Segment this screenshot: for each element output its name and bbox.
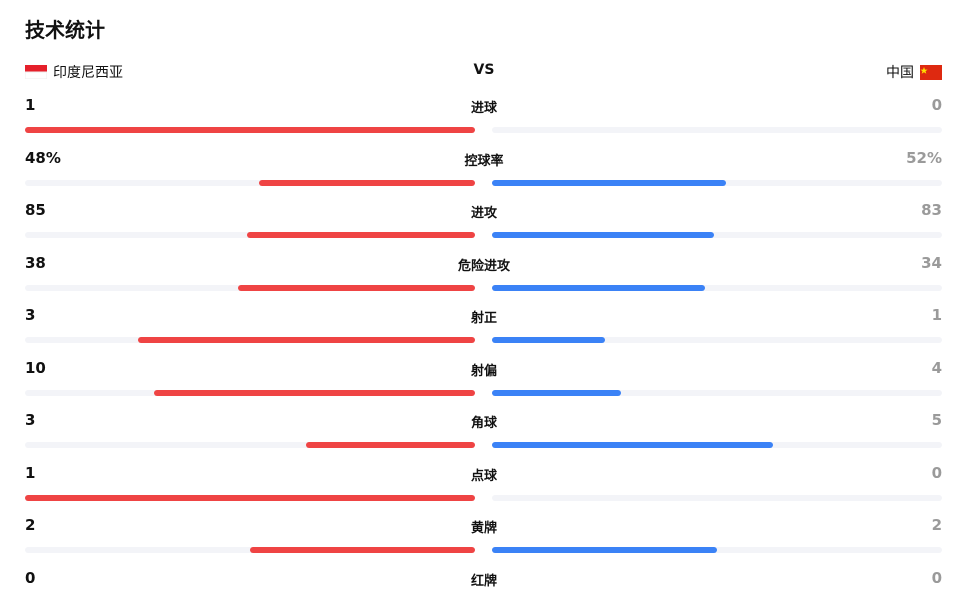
away-value: 4 (931, 358, 942, 377)
away-track (492, 547, 942, 553)
home-bar (153, 389, 475, 396)
away-flag (920, 64, 942, 80)
home-value: 1 (25, 463, 36, 482)
home-bar (25, 494, 475, 501)
away-bar (492, 389, 621, 396)
home-flag (25, 65, 47, 79)
home-value: 38 (25, 253, 46, 272)
away-track (492, 284, 942, 291)
home-value: 48% (25, 148, 61, 167)
stat-label: 进球 (470, 101, 498, 116)
home-bar (306, 442, 475, 448)
stat-label: 射正 (470, 311, 498, 326)
home-value: 10 (25, 358, 46, 377)
away-team-name: 中国 (886, 65, 914, 81)
stat-label: 射偏 (470, 363, 498, 379)
away-value: 52% (906, 148, 942, 167)
stat-label: 点球 (470, 468, 498, 484)
home-bar (137, 337, 475, 343)
home-value: 0 (25, 568, 36, 587)
away-track (492, 389, 942, 396)
home-value: 2 (25, 516, 36, 534)
home-team-name: 印度尼西亚 (53, 65, 123, 81)
away-bar (492, 547, 717, 553)
home-bar (259, 179, 475, 186)
away-value: 0 (931, 96, 942, 114)
stat-label: 红牌 (470, 573, 498, 589)
away-bar (492, 232, 715, 238)
home-team: 印度尼西亚 (25, 62, 123, 82)
away-value: 34 (921, 253, 942, 272)
home-track (25, 179, 475, 186)
away-value: 2 (931, 516, 942, 534)
away-value: 1 (931, 306, 942, 324)
stat-label: 危险进攻 (457, 258, 511, 274)
home-bar (25, 127, 475, 133)
away-value: 5 (931, 411, 942, 429)
home-bar (247, 232, 475, 238)
away-track (492, 494, 942, 501)
home-value: 3 (25, 306, 36, 324)
stat-label: 黄牌 (470, 521, 498, 536)
stat-label: 角球 (470, 416, 498, 431)
home-value: 3 (25, 411, 36, 429)
away-bar (492, 337, 605, 343)
away-bar (492, 442, 774, 448)
home-bar (250, 547, 475, 553)
home-track (25, 442, 475, 448)
away-track (492, 127, 942, 133)
title: 技术统计 (25, 18, 105, 42)
stat-label: 进攻 (470, 206, 498, 221)
away-bar (492, 179, 726, 186)
home-value: 85 (25, 201, 46, 219)
away-value: 0 (931, 463, 942, 482)
home-bar (237, 284, 475, 291)
away-team: 中国 (886, 62, 942, 82)
away-bar (492, 284, 705, 291)
away-track (492, 337, 942, 343)
home-value: 1 (25, 96, 36, 114)
away-value: 83 (921, 201, 942, 219)
stat-label: 控球率 (464, 153, 504, 169)
versus: VS (473, 62, 495, 78)
away-track (492, 232, 942, 238)
away-value: 0 (931, 568, 942, 587)
